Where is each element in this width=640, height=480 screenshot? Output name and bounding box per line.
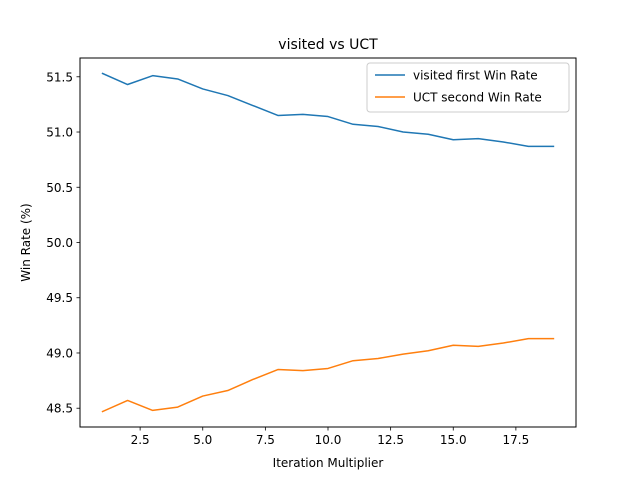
x-tick-label: 7.5 — [256, 433, 275, 447]
axes-frame — [79, 57, 577, 428]
x-tick-label: 10.0 — [315, 433, 342, 447]
legend-label-uct: UCT second Win Rate — [413, 91, 542, 105]
x-tick-label: 2.5 — [131, 433, 150, 447]
y-tick-label: 50.5 — [46, 181, 73, 195]
series-layer — [101, 72, 555, 413]
legend: visited first Win Rate UCT second Win Ra… — [366, 62, 570, 113]
y-tick-label: 48.5 — [46, 402, 73, 416]
plot-area — [79, 57, 577, 428]
y-tick-label: 49.5 — [46, 291, 73, 305]
y-tick-label: 49.0 — [46, 346, 73, 360]
y-axis: 48.5 49.0 49.5 50.0 50.5 51.0 51.5 — [46, 70, 80, 416]
y-tick-label: 50.0 — [46, 236, 73, 250]
x-tick-label: 12.5 — [377, 433, 404, 447]
x-axis: 2.5 5.0 7.5 10.0 12.5 15.0 17.5 — [131, 427, 530, 447]
y-tick-label: 51.5 — [46, 70, 73, 84]
y-axis-label: Win Rate (%) — [19, 203, 33, 281]
chart-title: visited vs UCT — [278, 37, 378, 53]
x-axis-label: Iteration Multiplier — [273, 456, 384, 470]
y-tick-label: 51.0 — [46, 126, 73, 140]
x-tick-label: 5.0 — [193, 433, 212, 447]
legend-box — [366, 62, 570, 113]
x-tick-label: 15.0 — [440, 433, 467, 447]
legend-label-visited: visited first Win Rate — [413, 69, 538, 83]
x-tick-label: 17.5 — [503, 433, 530, 447]
